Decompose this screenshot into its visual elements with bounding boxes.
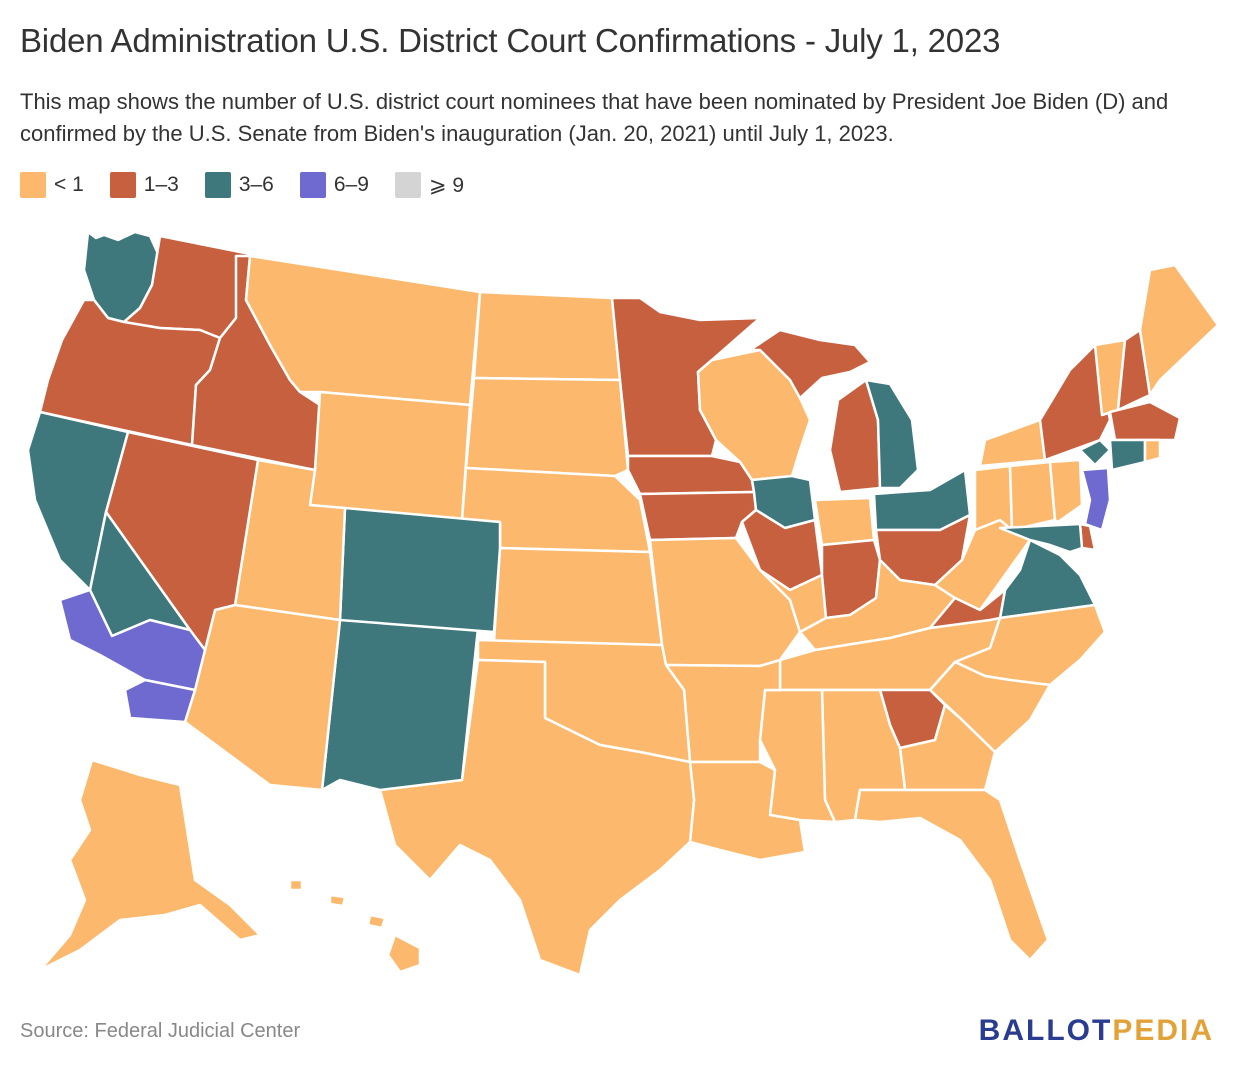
district-me[interactable] bbox=[1138, 263, 1220, 397]
legend-label: 3–6 bbox=[238, 173, 274, 196]
legend-label: 1–3 bbox=[143, 173, 179, 196]
district-hi-big[interactable] bbox=[386, 933, 422, 974]
district-mi-up-west[interactable] bbox=[748, 328, 872, 400]
district-map bbox=[26, 230, 1220, 977]
legend-swatch bbox=[299, 172, 326, 198]
legend-swatch bbox=[109, 172, 136, 198]
district-hi-oahu[interactable] bbox=[328, 893, 347, 908]
source-note: Source: Federal Judicial Center bbox=[20, 1020, 301, 1042]
district-pa-east[interactable] bbox=[1048, 458, 1084, 524]
district-ak[interactable] bbox=[38, 758, 262, 972]
legend-swatch bbox=[394, 172, 421, 198]
district-co[interactable] bbox=[338, 506, 502, 634]
district-pa-mid[interactable] bbox=[1008, 460, 1057, 532]
district-ca-south[interactable] bbox=[123, 678, 197, 724]
legend-item-ge9: ⩾ 9 bbox=[394, 172, 465, 198]
district-ca-north[interactable] bbox=[26, 410, 130, 592]
logo-part1: BALLOT bbox=[978, 1014, 1113, 1047]
district-nm[interactable] bbox=[320, 618, 480, 792]
legend: < 1 1–3 3–6 6–9 ⩾ 9 bbox=[20, 172, 490, 198]
legend-swatch bbox=[204, 172, 231, 198]
district-ma[interactable] bbox=[1108, 400, 1182, 442]
district-md[interactable] bbox=[998, 522, 1084, 554]
district-ri[interactable] bbox=[1143, 438, 1162, 464]
district-va-west[interactable] bbox=[928, 588, 1007, 630]
district-ia-n[interactable] bbox=[626, 454, 756, 496]
district-tx[interactable] bbox=[378, 658, 696, 977]
district-nj[interactable] bbox=[1080, 466, 1112, 532]
district-in-n[interactable] bbox=[813, 496, 876, 547]
legend-swatch bbox=[20, 172, 46, 198]
district-ia-s[interactable] bbox=[638, 490, 758, 542]
district-ny-north[interactable] bbox=[1038, 343, 1112, 462]
district-mi-east[interactable] bbox=[864, 378, 920, 490]
ballotpedia-logo: BALLOTPEDIA bbox=[979, 1014, 1214, 1048]
district-hi-maui[interactable] bbox=[366, 913, 387, 930]
legend-item-3to6: 3–6 bbox=[204, 172, 274, 198]
legend-item-6to9: 6–9 bbox=[299, 172, 369, 198]
legend-item-lt1: < 1 bbox=[20, 172, 84, 198]
district-pa-west[interactable] bbox=[973, 464, 1014, 532]
district-wy[interactable] bbox=[308, 390, 472, 522]
district-ks[interactable] bbox=[492, 546, 664, 647]
logo-part2: PEDIA bbox=[1112, 1014, 1214, 1047]
legend-label: < 1 bbox=[54, 173, 84, 196]
chart-subtitle: This map shows the number of U.S. distri… bbox=[20, 89, 1169, 146]
chart-title: Biden Administration U.S. District Court… bbox=[20, 22, 1001, 59]
district-fl[interactable] bbox=[853, 788, 1050, 962]
district-hi-kauai[interactable] bbox=[288, 878, 304, 892]
district-nd[interactable] bbox=[472, 290, 622, 382]
district-ca-central[interactable] bbox=[58, 588, 207, 692]
district-sd[interactable] bbox=[464, 376, 630, 478]
district-ny-west[interactable] bbox=[978, 418, 1047, 468]
district-ct[interactable] bbox=[1108, 438, 1147, 472]
legend-item-1to3: 1–3 bbox=[109, 172, 179, 198]
legend-label: 6–9 bbox=[333, 173, 369, 196]
legend-label: ⩾ 9 bbox=[428, 173, 465, 197]
